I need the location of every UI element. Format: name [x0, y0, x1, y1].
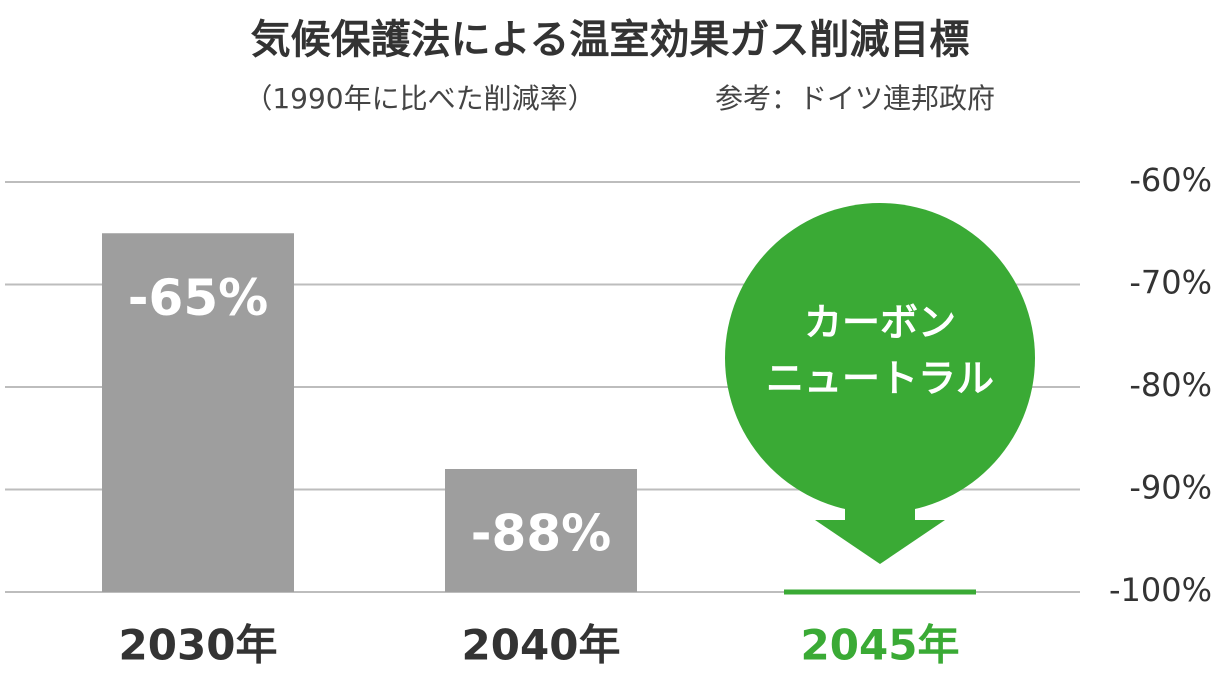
value-label: -65%: [128, 269, 268, 327]
annotation-text: カーボン: [804, 301, 956, 345]
x-tick-label: 2030年: [119, 621, 278, 670]
y-tick-label: -70%: [1129, 264, 1212, 302]
chart-title: 気候保護法による温室効果ガス削減目標: [251, 17, 970, 63]
y-tick-label: -60%: [1129, 161, 1212, 199]
annotation-text: ニュートラル: [766, 357, 994, 401]
x-tick-label: 2040年: [462, 621, 621, 670]
source: 参考：ドイツ連邦政府: [715, 82, 995, 115]
annotation-circle: [725, 203, 1035, 513]
y-tick-label: -90%: [1129, 469, 1212, 507]
bar: [102, 233, 294, 592]
annotation-arrow-head: [815, 520, 945, 564]
value-label: -88%: [471, 505, 611, 563]
bar: [445, 469, 637, 592]
y-tick-label: -100%: [1109, 571, 1212, 609]
y-tick-label: -80%: [1129, 366, 1212, 404]
annotation-arrow-shaft: [845, 490, 915, 522]
chart-subtitle: （1990年に比べた削減率）: [244, 82, 595, 115]
x-tick-label: 2045年: [801, 621, 960, 670]
